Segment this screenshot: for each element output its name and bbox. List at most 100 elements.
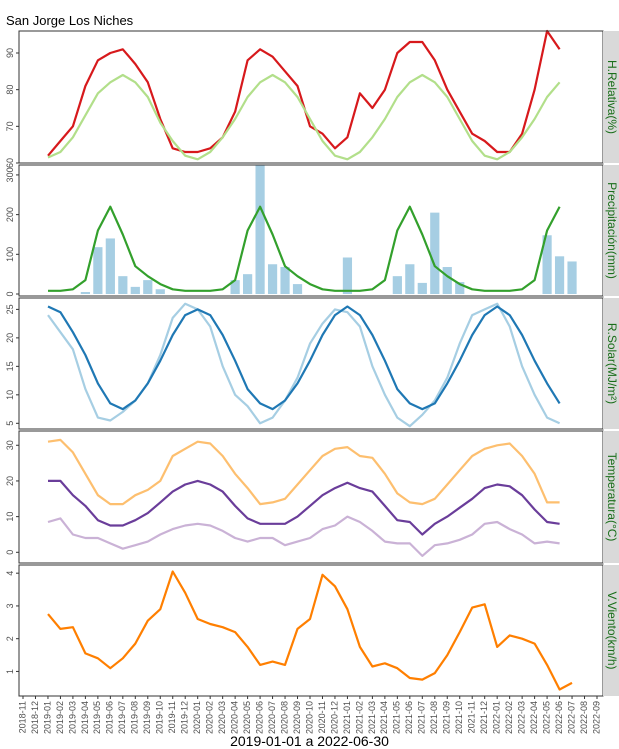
panel-background [19, 165, 603, 296]
x-tick-label: 2022-05 [541, 701, 551, 734]
bar [292, 284, 303, 295]
bar [542, 235, 552, 295]
x-tick-label: 2021-10 [454, 701, 464, 734]
bar [405, 264, 415, 295]
bar [243, 274, 253, 295]
strip-label: V.Viento(km/h) [605, 591, 619, 669]
x-tick-label: 2019-12 [180, 701, 190, 734]
y-tick-label: 15 [5, 361, 15, 371]
bar [430, 212, 440, 295]
bar [155, 289, 165, 295]
y-tick-label: 80 [5, 85, 15, 95]
strip-background [603, 565, 619, 696]
x-tick-label: 2020-09 [292, 701, 302, 734]
bar [442, 267, 452, 295]
x-tick-label: 2019-05 [92, 701, 102, 734]
panel-5: 1 2 3 4 V.Viento(km/h) [5, 564, 619, 697]
x-tick-label: 2019-02 [55, 701, 65, 734]
bar [118, 276, 128, 295]
x-axis: 2018-11 2018-12 2019-01 2019-02 2019-03 2019-… [17, 696, 601, 734]
x-tick-label: 2019-11 [167, 701, 177, 733]
x-tick-label: 2019-01 [42, 701, 52, 734]
chart-title: San Jorge Los Niches [6, 13, 134, 28]
y-tick-label: 5 [5, 421, 15, 426]
strip-background [603, 31, 619, 163]
bar [130, 286, 140, 295]
y-tick-label: 1 [5, 669, 15, 674]
x-tick-label: 2021-11 [467, 701, 477, 733]
panel-background [19, 31, 603, 163]
y-tick-label: 100 [5, 247, 15, 262]
y-tick-label: 25 [5, 304, 15, 314]
y-tick-label: 10 [5, 390, 15, 400]
x-tick-label: 2020-12 [329, 701, 339, 734]
x-tick-label: 2021-04 [379, 701, 389, 734]
x-tick-label: 2019-09 [142, 701, 152, 734]
x-tick-label: 2022-07 [566, 701, 576, 734]
x-tick-label: 2021-09 [442, 701, 452, 734]
series-line-1 [47, 570, 573, 691]
bar [392, 276, 402, 295]
strip-label: H.Relativa(%) [605, 60, 619, 134]
bar [143, 280, 153, 295]
x-tick-label: 2020-10 [304, 701, 314, 734]
bar [93, 247, 103, 295]
x-tick-label: 2019-06 [105, 701, 115, 734]
panel-background [19, 431, 603, 563]
bar [105, 238, 115, 295]
x-tick-label: 2021-06 [404, 701, 414, 734]
y-tick-label: 0 [5, 550, 15, 555]
x-tick-label: 2019-07 [117, 701, 127, 734]
panel-background [19, 298, 603, 429]
x-tick-label: 2020-01 [192, 701, 202, 734]
x-tick-label: 2018-11 [17, 701, 27, 733]
series-line-3 [47, 515, 560, 558]
x-tick-label: 2022-09 [591, 701, 601, 734]
x-tick-label: 2020-05 [242, 701, 252, 734]
y-tick-label: 4 [5, 571, 15, 576]
x-tick-label: 2018-12 [30, 701, 40, 734]
bar [342, 257, 353, 295]
x-tick-label: 2020-04 [230, 701, 240, 734]
series-line-1 [47, 438, 560, 506]
bar [267, 264, 278, 295]
x-tick-label: 2020-08 [279, 701, 289, 734]
y-tick-label: 60 [5, 158, 15, 168]
strip-label: Temperatura(°C) [605, 453, 619, 542]
x-tick-label: 2021-02 [354, 701, 364, 734]
y-tick-label: 70 [5, 121, 15, 131]
x-tick-label: 2020-03 [217, 701, 227, 734]
x-tick-label: 2021-07 [417, 701, 427, 734]
x-tick-label: 2021-01 [342, 701, 352, 734]
x-tick-label: 2022-01 [492, 701, 502, 734]
x-tick-label: 2019-10 [155, 701, 165, 734]
y-tick-label: 200 [5, 207, 15, 222]
panel-4: 0 10 20 30 Temperatura(°C) [5, 430, 619, 564]
x-tick-label: 2020-07 [267, 701, 277, 734]
series-line-2 [47, 73, 561, 161]
bar [255, 165, 265, 295]
x-axis-label: 2019-01-01 a 2022-06-30 [230, 733, 389, 749]
x-tick-label: 2022-03 [517, 701, 527, 734]
panel-background [19, 565, 603, 696]
x-tick-label: 2019-04 [80, 701, 90, 734]
x-tick-label: 2020-02 [205, 701, 215, 734]
x-tick-label: 2021-03 [367, 701, 377, 734]
y-tick-label: 90 [5, 48, 15, 58]
series-line-1 [48, 205, 561, 292]
x-tick-label: 2021-08 [429, 701, 439, 734]
y-tick-label: 3 [5, 603, 15, 608]
x-tick-label: 2022-04 [529, 701, 539, 734]
x-tick-label: 2019-08 [130, 701, 140, 734]
y-tick-label: 30 [5, 440, 15, 450]
y-tick-label: 0 [5, 292, 15, 297]
bar [554, 256, 565, 295]
x-tick-label: 2020-06 [254, 701, 264, 734]
bar [417, 282, 427, 295]
panel-3: 5 10 15 20 25 R.Solar(MJ/m²) [5, 297, 619, 430]
x-tick-label: 2022-02 [504, 701, 514, 734]
strip-label: R.Solar(MJ/m²) [605, 323, 619, 404]
y-tick-label: 10 [5, 512, 15, 522]
y-tick-label: 2 [5, 636, 15, 641]
